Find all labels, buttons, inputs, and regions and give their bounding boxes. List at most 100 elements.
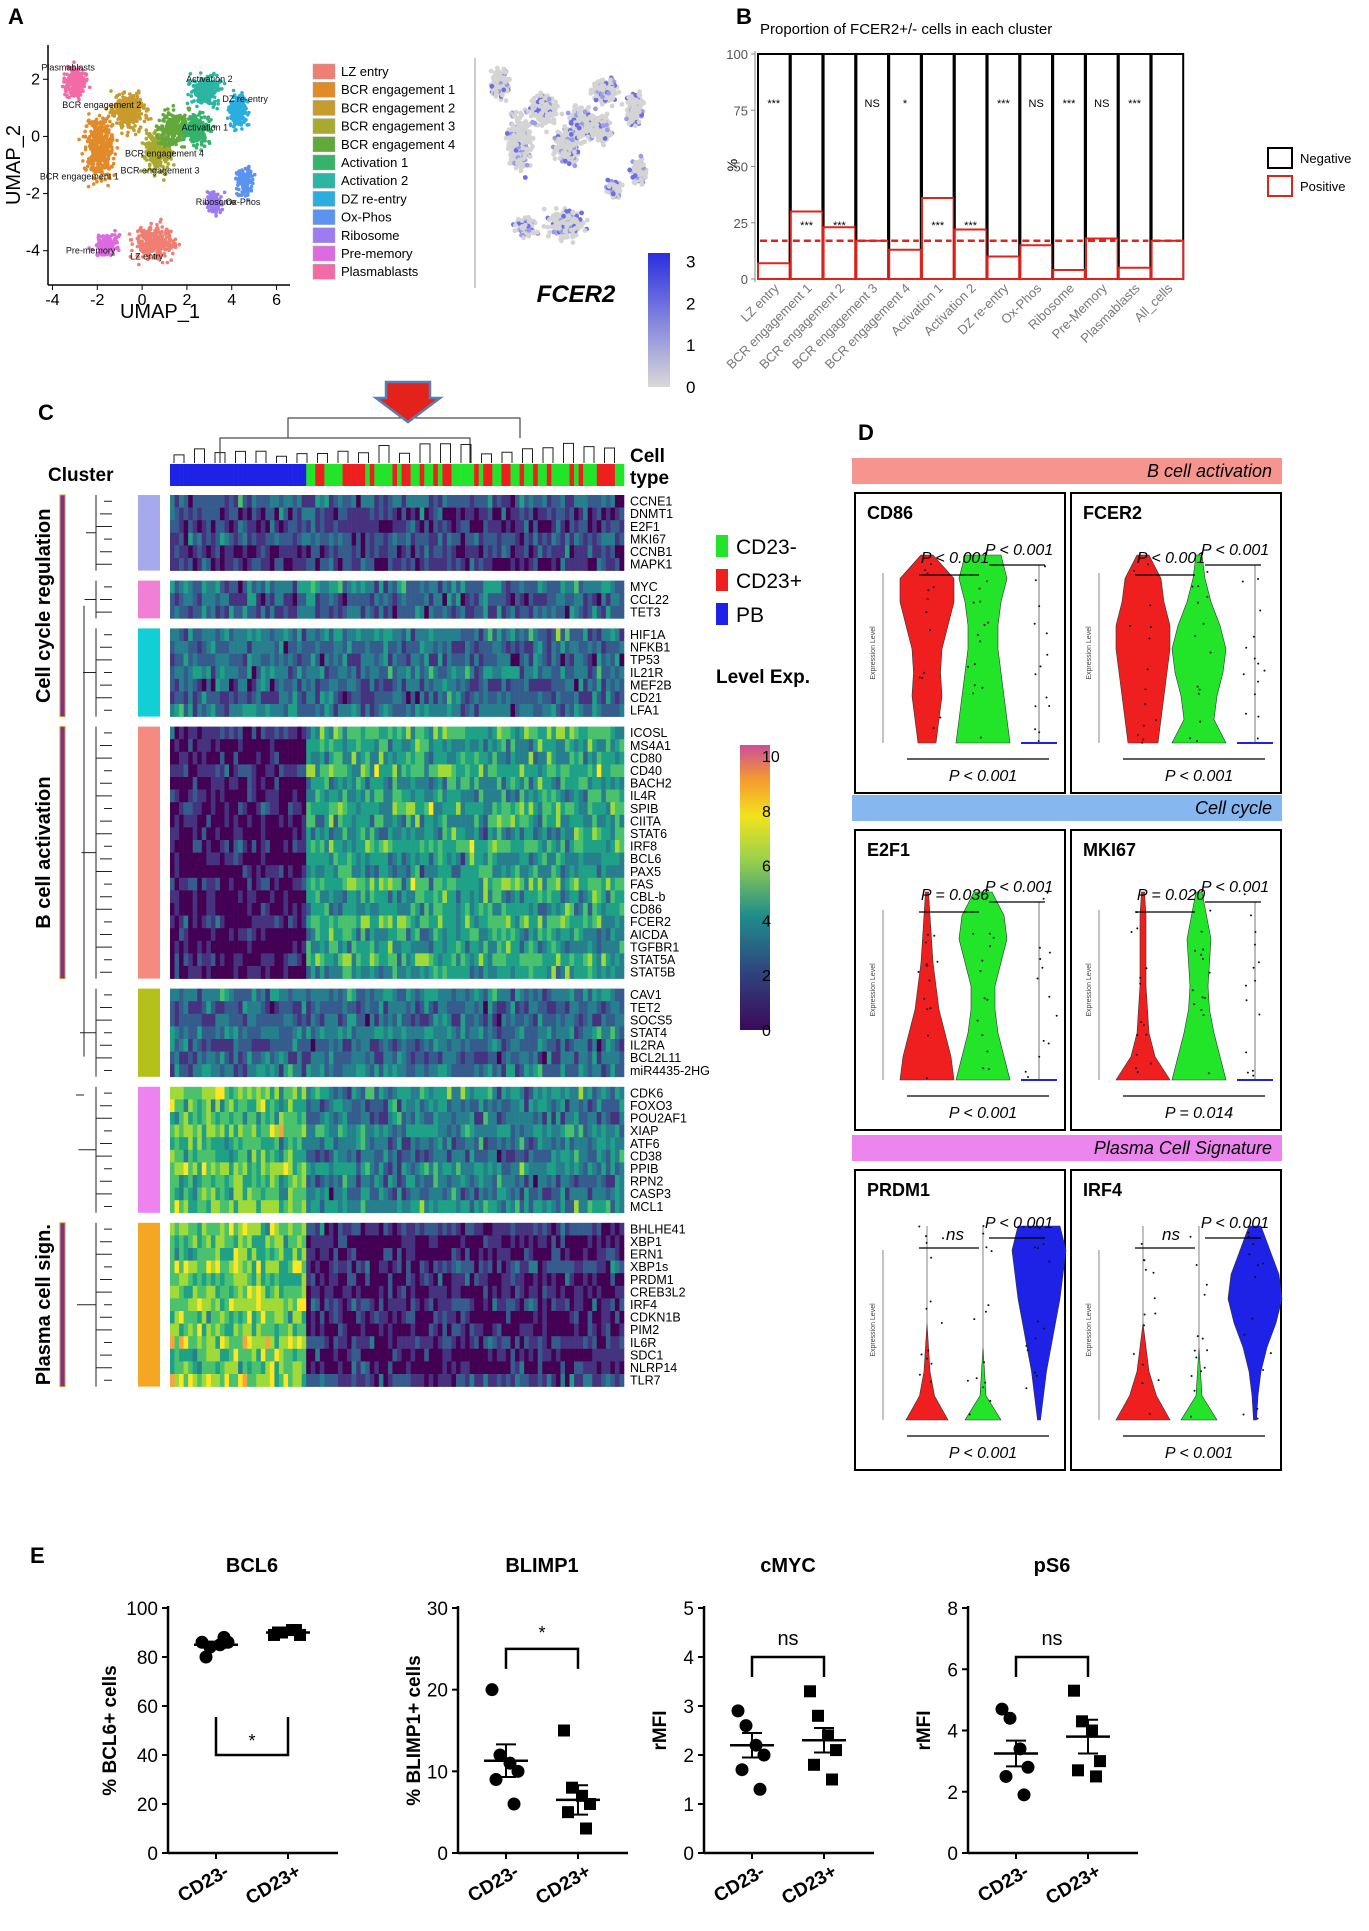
fcer2-point xyxy=(546,104,552,110)
umap-point xyxy=(135,236,140,241)
umap-point xyxy=(104,107,108,111)
umap-point xyxy=(172,114,177,119)
umap-point xyxy=(69,90,73,95)
fcer2-point xyxy=(559,219,565,225)
umap-legend-label: Ribosome xyxy=(341,228,400,243)
b-bar-negative xyxy=(757,53,791,280)
umap-point xyxy=(130,242,135,246)
umap-point xyxy=(240,170,244,175)
umap-legend-label: BCR engagement 3 xyxy=(341,119,455,134)
fcer2-point xyxy=(557,155,563,161)
panel-label-d: D xyxy=(858,420,874,445)
umap-point xyxy=(100,172,104,176)
umap-point xyxy=(246,123,251,127)
umap-point xyxy=(238,111,243,116)
umap-cluster-label: Plasmablasts xyxy=(41,63,95,73)
fcer2-point xyxy=(624,116,629,122)
fcer2-point xyxy=(639,182,645,187)
fcer2-point xyxy=(632,173,638,179)
umap-point xyxy=(135,94,140,99)
umap-cluster-label: BCR engagement 1 xyxy=(40,171,119,181)
umap-point xyxy=(248,187,253,192)
umap-point xyxy=(156,125,161,130)
umap-point xyxy=(114,240,118,245)
fcer2-point xyxy=(586,105,591,110)
umap-point xyxy=(91,176,96,181)
umap-point xyxy=(131,112,136,117)
fcer2-point xyxy=(501,87,507,93)
umap-point xyxy=(113,152,117,156)
fcer2-point xyxy=(637,105,643,110)
umap-point xyxy=(215,106,219,111)
umap-cluster-label: BCR engagement 3 xyxy=(121,166,200,176)
umap-point xyxy=(165,247,170,252)
fcer2-point xyxy=(521,235,526,241)
umap-point xyxy=(132,94,136,98)
fcer2-point xyxy=(520,127,526,133)
fcer2-point xyxy=(551,120,557,126)
fcer2-point xyxy=(552,150,558,155)
b-ytick-label: 25 xyxy=(734,216,748,231)
umap-point xyxy=(62,72,67,76)
umap-point xyxy=(228,123,233,128)
b-ytick-label: 0 xyxy=(741,272,748,287)
umap-legend-label: Plasmablasts xyxy=(341,264,419,279)
b-significance: NS xyxy=(1029,98,1044,110)
fcer2-point xyxy=(488,68,494,74)
umap-point xyxy=(199,134,204,138)
umap-point xyxy=(234,186,239,191)
fcer2-point xyxy=(626,121,632,126)
c-celltype-cell xyxy=(174,464,180,486)
umap-point xyxy=(73,83,77,88)
umap-point xyxy=(128,238,133,242)
fcer2-point xyxy=(559,238,564,244)
umap-point xyxy=(112,173,116,177)
umap-point xyxy=(109,104,114,108)
c-top-dendrogram xyxy=(173,417,615,463)
umap-xlabel: UMAP_1 xyxy=(120,301,200,323)
umap-point xyxy=(105,116,109,121)
fcer2-point xyxy=(544,115,550,121)
fcer2-colorbar xyxy=(648,253,670,387)
umap-point xyxy=(65,64,70,69)
b-ytick-label: 50 xyxy=(734,160,748,175)
umap-ytick-label: 2 xyxy=(31,71,40,88)
fcer2-point xyxy=(555,129,561,135)
umap-point xyxy=(144,128,149,132)
umap-point xyxy=(173,241,177,246)
umap-point xyxy=(169,229,173,234)
umap-point xyxy=(101,146,106,150)
umap-point xyxy=(241,183,245,187)
umap-point xyxy=(137,262,141,267)
b-bar-positive xyxy=(1150,239,1185,280)
fcer2-point xyxy=(641,100,647,106)
umap-point xyxy=(71,65,75,69)
fcer2-point xyxy=(538,93,544,98)
fcer2-point xyxy=(505,76,510,82)
umap-point xyxy=(77,75,81,79)
umap-point xyxy=(239,106,244,111)
c-cluster-header: Cluster xyxy=(48,465,114,486)
umap-points xyxy=(60,60,257,267)
umap-point xyxy=(220,87,224,91)
umap-cluster-label: Pre-memory xyxy=(66,246,116,256)
umap-point xyxy=(250,174,254,178)
c-celltype-bar xyxy=(170,464,625,486)
fcer2-colorbar-tick: 1 xyxy=(686,336,695,355)
b-significance: *** xyxy=(833,220,847,232)
umap-point xyxy=(191,89,196,93)
umap-point xyxy=(142,119,147,124)
fcer2-point xyxy=(638,153,644,159)
fcer2-point xyxy=(566,161,572,167)
umap-point xyxy=(84,73,88,77)
umap-point xyxy=(208,84,213,88)
umap-point xyxy=(84,78,89,83)
fcer2-point xyxy=(634,114,639,120)
fcer2-point xyxy=(559,111,565,117)
umap-point xyxy=(133,132,138,137)
umap-point xyxy=(121,91,125,96)
umap-legend-swatch xyxy=(312,100,336,116)
umap-point xyxy=(77,137,81,142)
b-significance: *** xyxy=(997,98,1011,110)
umap-point xyxy=(110,165,114,169)
